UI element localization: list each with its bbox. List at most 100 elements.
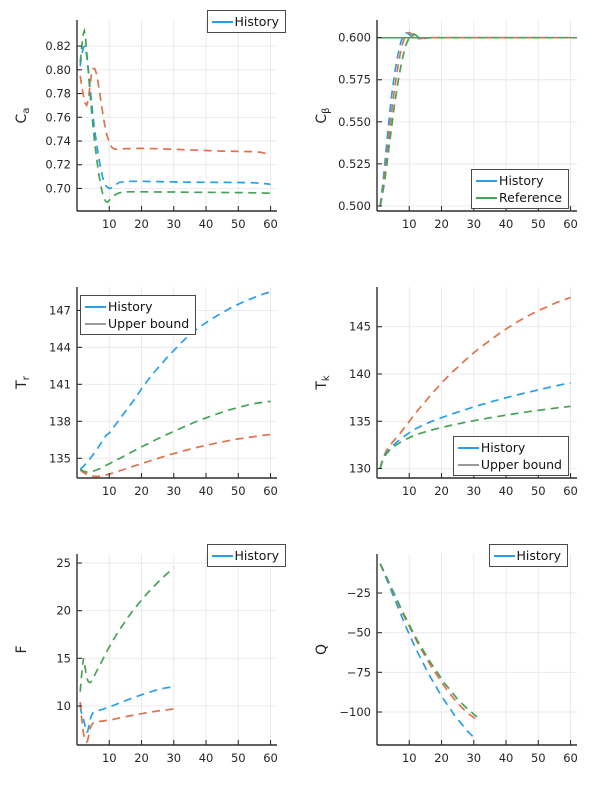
y-tick-label: 0.74 [45, 134, 71, 148]
legend-entry: Upper bound [85, 315, 189, 332]
x-tick-label: 30 [466, 751, 481, 765]
y-tick-label: 0.82 [45, 39, 71, 53]
y-axis-label: Cβ [314, 107, 332, 123]
chart-canvas-q: 10 20 30 40 50 60 −100 −75 −50 −25 Q [314, 554, 578, 765]
y-axis-label: Ca [14, 108, 32, 124]
y-tick-label: 0.80 [45, 63, 71, 77]
y-tick-label: 140 [349, 367, 371, 381]
x-tick-label: 40 [499, 751, 514, 765]
y-tick-label: −100 [339, 705, 371, 719]
legend-line-sample-icon [476, 196, 498, 199]
legend-line-sample-icon [457, 446, 479, 449]
x-tick-label: 60 [563, 751, 578, 765]
y-tick-label: 15 [56, 651, 71, 665]
x-tick-label: 10 [402, 751, 417, 765]
legend-entry: History [85, 298, 189, 315]
x-tick-label: 50 [231, 484, 246, 498]
legend-entry: History [211, 13, 279, 30]
x-tick-label: 20 [134, 751, 149, 765]
legend-line-sample-icon [211, 554, 233, 557]
y-tick-label: 0.575 [338, 73, 371, 87]
y-axis-label: Tr [14, 375, 32, 390]
series-line-history-run1 [379, 563, 478, 741]
chart-canvas-tr: 10 20 30 40 50 60 135 138 141 144 147 Tr [14, 287, 278, 498]
legend-entry: Reference [476, 189, 562, 206]
x-tick-label: 50 [531, 217, 546, 231]
chart-canvas-f: 10 20 30 40 50 60 10 15 20 25 F [14, 554, 278, 765]
legend-label: Upper bound [108, 315, 190, 331]
legend-line-sample-icon [476, 179, 498, 182]
y-tick-label: 0.70 [45, 181, 71, 195]
y-tick-label: 20 [56, 604, 71, 618]
x-tick-label: 50 [531, 751, 546, 765]
series-line-upper-bound-run3 [379, 405, 571, 469]
x-tick-label: 60 [563, 217, 578, 231]
legend-entry: Upper bound [457, 456, 562, 473]
series-line-history-run1 [379, 381, 571, 469]
x-tick-label: 50 [231, 217, 246, 231]
x-tick-label: 40 [199, 484, 214, 498]
series-line-history-run2 [379, 563, 478, 721]
legend-label: History [234, 13, 279, 29]
x-tick-label: 20 [434, 751, 449, 765]
x-tick-label: 10 [102, 217, 117, 231]
y-axis-label: F [14, 645, 30, 653]
chart-canvas-tk: 10 20 30 40 50 60 130 135 140 145 Tk [314, 287, 578, 498]
x-tick-label: 30 [166, 217, 181, 231]
x-tick-label: 60 [263, 484, 278, 498]
x-tick-label: 60 [563, 484, 578, 498]
y-tick-label: 0.600 [338, 31, 371, 45]
series-line-history-run3 [79, 567, 175, 692]
x-tick-label: 50 [531, 484, 546, 498]
y-axis-label: Tk [314, 375, 332, 391]
subplot-tr: 10 20 30 40 50 60 135 138 141 144 147 Tr History Uppe… [0, 267, 300, 533]
x-tick-label: 40 [499, 217, 514, 231]
x-tick-label: 20 [134, 484, 149, 498]
legend-box: History Upper bound [80, 295, 197, 335]
subplot-ca: 10 20 30 40 50 60 0.70 0.72 0.74 0.76 0.78 0.80 0.82… [0, 0, 300, 266]
y-tick-label: 145 [349, 320, 371, 334]
legend-entry: History [476, 172, 562, 189]
y-tick-label: 0.525 [338, 157, 371, 171]
y-tick-label: 135 [49, 451, 71, 465]
subplot-tk: 10 20 30 40 50 60 130 135 140 145 Tk History Upper b… [300, 267, 600, 533]
x-tick-label: 40 [499, 484, 514, 498]
y-tick-label: 0.76 [45, 110, 71, 124]
y-tick-label: −50 [347, 626, 371, 640]
legend-label: History [234, 547, 279, 563]
series-line-history-run3 [379, 33, 571, 207]
legend-entry: History [457, 439, 562, 456]
x-tick-label: 30 [466, 217, 481, 231]
x-tick-label: 60 [263, 751, 278, 765]
x-tick-label: 30 [166, 484, 181, 498]
legend-label: Upper bound [480, 456, 562, 472]
legend-box: History [206, 544, 286, 567]
legend-box: History Reference [471, 169, 569, 209]
x-tick-label: 20 [434, 217, 449, 231]
chart-canvas-ca: 10 20 30 40 50 60 0.70 0.72 0.74 0.76 0.78 0.80 0.82… [14, 20, 278, 231]
x-tick-label: 50 [231, 751, 246, 765]
y-tick-label: −75 [347, 665, 371, 679]
legend-box: History Upper bound [452, 436, 569, 476]
y-tick-label: 130 [349, 462, 371, 476]
series-line-upper-bound-run2 [379, 296, 571, 469]
legend-entry: History [493, 547, 561, 564]
legend-line-sample-icon [211, 20, 233, 23]
legend-label: History [499, 172, 544, 188]
y-tick-label: 135 [349, 414, 371, 428]
legend-entry: History [211, 547, 279, 564]
x-tick-label: 20 [134, 217, 149, 231]
legend-label: Reference [499, 189, 562, 205]
x-tick-label: 10 [402, 484, 417, 498]
legend-line-sample-icon [457, 463, 479, 466]
legend-box: History [206, 10, 286, 33]
x-tick-label: 30 [466, 484, 481, 498]
legend-label: History [108, 298, 153, 314]
series-line-history-run2 [379, 31, 571, 207]
x-tick-label: 30 [166, 751, 181, 765]
legend-line-sample-icon [493, 554, 515, 557]
y-tick-label: 0.78 [45, 87, 71, 101]
series-line-upper-bound-run2 [79, 433, 271, 478]
y-tick-label: 147 [49, 303, 71, 317]
